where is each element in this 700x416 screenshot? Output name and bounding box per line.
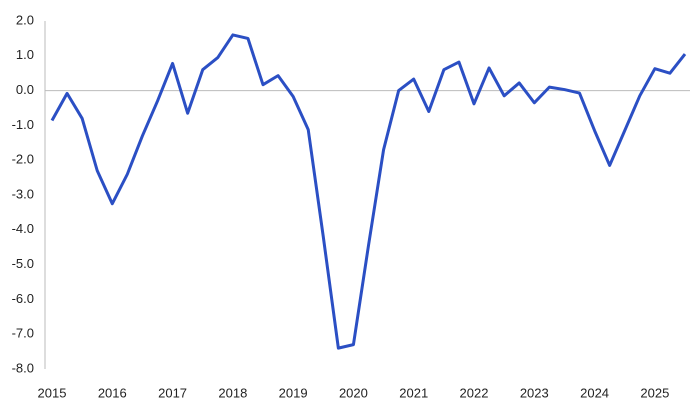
y-tick-label: -2.0 xyxy=(12,152,34,167)
x-tick-label: 2015 xyxy=(38,385,67,400)
x-tick-label: 2022 xyxy=(460,385,489,400)
y-tick-label: -1.0 xyxy=(12,117,34,132)
y-tick-label: -6.0 xyxy=(12,291,34,306)
x-tick-label: 2019 xyxy=(279,385,308,400)
y-tick-label: -8.0 xyxy=(12,360,34,375)
x-tick-label: 2025 xyxy=(640,385,669,400)
x-tick-label: 2021 xyxy=(399,385,428,400)
y-tick-label: -7.0 xyxy=(12,326,34,341)
y-tick-label: 1.0 xyxy=(16,47,34,62)
data-line xyxy=(50,33,687,350)
y-tick-label: 2.0 xyxy=(16,12,34,27)
x-tick-label: 2023 xyxy=(520,385,549,400)
x-tick-label: 2016 xyxy=(98,385,127,400)
x-tick-label: 2024 xyxy=(580,385,609,400)
x-tick-label: 2017 xyxy=(158,385,187,400)
x-tick-label: 2020 xyxy=(339,385,368,400)
y-tick-label: -3.0 xyxy=(12,186,34,201)
x-tick-label: 2018 xyxy=(218,385,247,400)
y-tick-label: -4.0 xyxy=(12,221,34,236)
y-tick-label: 0.0 xyxy=(16,82,34,97)
y-tick-label: -5.0 xyxy=(12,256,34,271)
